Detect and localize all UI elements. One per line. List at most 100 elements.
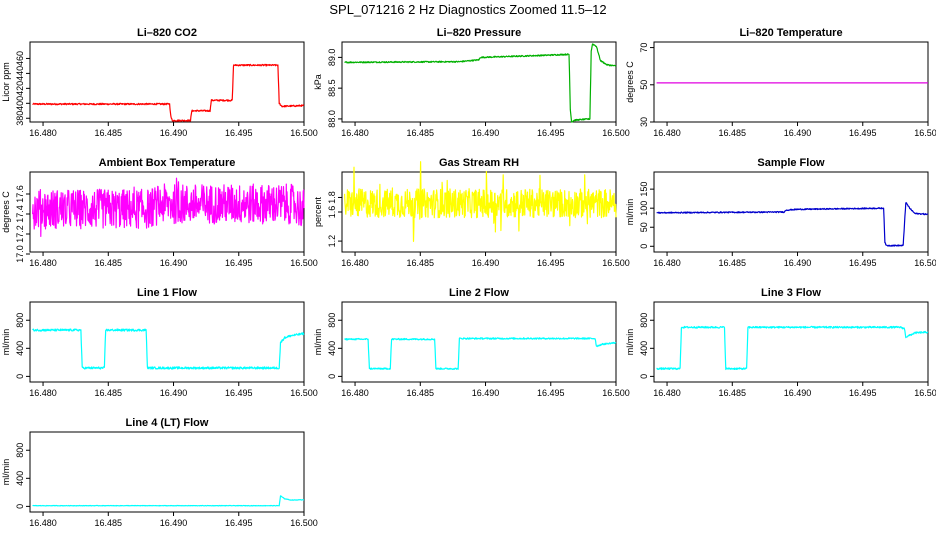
chart-title: Line 2 Flow (449, 287, 509, 299)
chart-title: Ambient Box Temperature (98, 157, 236, 169)
y-tick-label: 70 (639, 43, 649, 53)
page-title: SPL_071216 2 Hz Diagnostics Zoomed 11.5–… (329, 2, 607, 17)
series-line (344, 161, 617, 242)
series-line (32, 63, 305, 122)
x-tick-label: 16.495 (537, 128, 565, 138)
x-tick-label: 16.490 (160, 128, 188, 138)
x-tick-label: 16.485 (95, 388, 123, 398)
series-line (32, 177, 305, 237)
x-tick-label: 16.490 (784, 258, 812, 268)
x-tick-label: 16.495 (225, 258, 253, 268)
x-tick-label: 16.485 (95, 258, 123, 268)
y-tick-label: 420 (15, 81, 25, 96)
x-tick-label: 16.495 (225, 388, 253, 398)
x-tick-label: 16.485 (719, 258, 747, 268)
series-line (656, 202, 929, 247)
y-tick-label: 0 (327, 374, 337, 379)
y-tick-label: 400 (15, 96, 25, 111)
y-axis-label: ml/min (1, 459, 11, 486)
x-tick-label: 16.500 (602, 258, 630, 268)
y-tick-label: 1.2 (327, 235, 337, 248)
y-tick-label: 400 (15, 341, 25, 356)
y-tick-label: 800 (15, 443, 25, 458)
series-line (32, 328, 305, 370)
series-line (344, 337, 617, 370)
y-tick-label: 800 (327, 313, 337, 328)
plot-frame (653, 301, 929, 383)
y-tick-label: 150 (639, 182, 649, 197)
chart-panel: Gas Stream RH 16.480 16.485 16.490 16.495 16.… (312, 130, 630, 268)
x-tick-label: 16.500 (290, 518, 318, 528)
chart-svg: 16.480 16.485 16.490 16.495 16.500 88.0 88.5 89… (313, 41, 630, 138)
y-tick-label: 50 (639, 80, 649, 90)
x-tick-label: 16.500 (914, 258, 936, 268)
chart-panel: Line 4 (LT) Flow 16.480 16.485 16.490 16.495… (0, 390, 318, 528)
x-tick-label: 16.480 (653, 388, 681, 398)
x-tick-label: 16.495 (849, 258, 877, 268)
x-tick-label: 16.500 (602, 128, 630, 138)
chart-title: Li–820 CO2 (137, 27, 197, 39)
chart-title: Li–820 Pressure (436, 27, 522, 39)
y-tick-label: 440 (15, 66, 25, 81)
x-tick-label: 16.500 (290, 258, 318, 268)
x-tick-label: 16.490 (784, 128, 812, 138)
plot-frame (341, 301, 617, 383)
chart-title: Line 3 Flow (761, 287, 821, 299)
y-tick-label: 800 (15, 313, 25, 328)
x-tick-label: 16.490 (472, 388, 500, 398)
y-tick-label: 0 (639, 374, 649, 379)
y-tick-label: 89.0 (327, 49, 337, 67)
x-tick-label: 16.495 (225, 518, 253, 528)
x-tick-label: 16.490 (160, 258, 188, 268)
y-tick-label: 460 (15, 51, 25, 66)
x-tick-label: 16.480 (341, 388, 369, 398)
chart-panel: Li–820 CO2 16.480 16.485 16.490 16.495 16.500… (0, 0, 318, 138)
y-tick-label: 17.4 (15, 205, 25, 223)
x-tick-label: 16.500 (914, 388, 936, 398)
y-tick-label: 380 (15, 111, 25, 126)
chart-svg: 16.480 16.485 16.490 16.495 16.500 0 400 800 ml/… (313, 301, 630, 398)
series-line (656, 325, 929, 371)
y-tick-label: 0 (639, 244, 649, 249)
x-tick-label: 16.490 (472, 258, 500, 268)
x-tick-label: 16.480 (653, 128, 681, 138)
x-tick-label: 16.500 (290, 128, 318, 138)
chart-svg: 16.480 16.485 16.490 16.495 16.500 0 400 800 ml/… (625, 301, 936, 398)
x-tick-label: 16.495 (537, 388, 565, 398)
plot-frame (653, 41, 929, 123)
chart-svg: 16.480 16.485 16.490 16.495 16.500 17.0 17.2 17… (1, 171, 318, 268)
chart-svg: 16.480 16.485 16.490 16.495 16.500 0 400 800 ml/… (1, 431, 318, 528)
y-axis-label: kPa (313, 74, 323, 90)
y-tick-label: 400 (15, 471, 25, 486)
x-tick-label: 16.485 (95, 128, 123, 138)
chart-svg: 16.480 16.485 16.490 16.495 16.500 1.2 1.6 1.8 p… (313, 161, 630, 268)
y-axis-label: ml/min (1, 329, 11, 356)
y-tick-label: 0 (15, 504, 25, 509)
y-axis-label: percent (313, 196, 323, 227)
chart-svg: 16.480 16.485 16.490 16.495 16.500 30 50 70 degr… (625, 41, 936, 138)
chart-svg: 16.480 16.485 16.490 16.495 16.500 0 50 100 150 m… (625, 171, 936, 268)
y-tick-label: 0 (15, 374, 25, 379)
y-tick-label: 400 (639, 341, 649, 356)
x-tick-label: 16.485 (407, 128, 435, 138)
plot-frame (29, 431, 305, 513)
chart-title: Sample Flow (757, 157, 825, 169)
x-tick-label: 16.490 (160, 388, 188, 398)
y-axis-label: degrees C (625, 61, 635, 103)
x-tick-label: 16.485 (95, 518, 123, 528)
x-tick-label: 16.495 (849, 388, 877, 398)
x-tick-label: 16.485 (407, 258, 435, 268)
y-tick-label: 1.6 (327, 206, 337, 219)
x-tick-label: 16.480 (29, 518, 57, 528)
chart-panel: Li–820 Temperature 16.480 16.485 16.490 16.4… (624, 0, 936, 138)
y-tick-label: 88.5 (327, 79, 337, 97)
x-tick-label: 16.480 (29, 128, 57, 138)
x-tick-label: 16.490 (160, 518, 188, 528)
x-tick-label: 16.480 (29, 388, 57, 398)
y-tick-label: 100 (639, 201, 649, 216)
x-tick-label: 16.480 (341, 258, 369, 268)
chart-panel: Line 1 Flow 16.480 16.485 16.490 16.495 16.50… (0, 260, 318, 398)
x-tick-label: 16.480 (653, 258, 681, 268)
y-axis-label: ml/min (313, 329, 323, 356)
x-tick-label: 16.480 (29, 258, 57, 268)
